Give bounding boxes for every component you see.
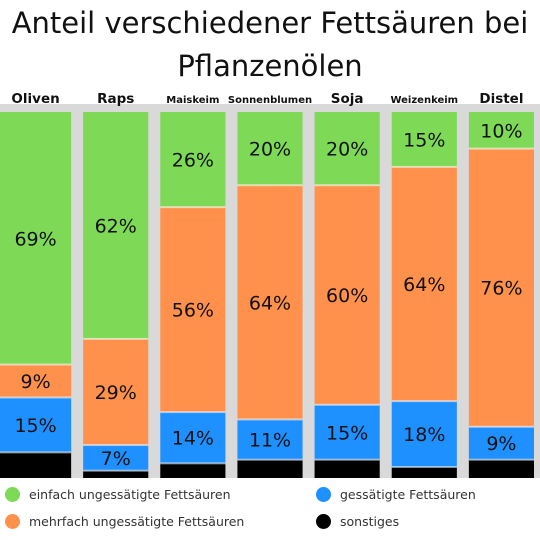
bar-segment: [237, 459, 303, 478]
data-label: 15%: [403, 129, 445, 151]
bar-segment: [0, 397, 72, 453]
segment-divider: [83, 444, 149, 447]
bar-segment: [237, 185, 303, 420]
legend-item: mehrfach ungessätigte Fettsäuren: [5, 514, 244, 529]
segment-divider: [391, 466, 457, 469]
bar-segment: [83, 445, 149, 471]
segment-divider: [237, 418, 303, 421]
legend-swatch: [5, 487, 20, 502]
data-label: 76%: [480, 278, 522, 300]
data-label: 11%: [249, 430, 291, 452]
segment-divider: [83, 469, 149, 472]
data-label: 64%: [249, 292, 291, 314]
legend-label: sonstiges: [340, 514, 400, 529]
segment-divider: [0, 451, 72, 454]
data-label: 60%: [326, 285, 368, 307]
bar-segment: [468, 112, 534, 149]
segment-divider: [0, 396, 72, 399]
bar-segment: [160, 463, 226, 478]
data-label: 20%: [249, 139, 291, 161]
bar-segment: [391, 401, 457, 468]
bar-segment: [314, 185, 380, 405]
legend-label: gessätigte Fettsäuren: [340, 487, 476, 502]
data-label: 14%: [172, 428, 214, 450]
bar-segment: [0, 452, 72, 478]
category-label: Distel: [479, 91, 523, 107]
bar-segment: [314, 112, 380, 186]
bar-segment: [0, 112, 72, 365]
segment-divider: [314, 403, 380, 406]
segment-divider: [468, 425, 534, 428]
chart-title: Anteil verschiedener Fettsäuren bei Pfla…: [11, 6, 529, 83]
segment-divider: [468, 458, 534, 461]
segment-divider: [160, 206, 226, 209]
bar-segment: [391, 166, 457, 402]
legend-item: einfach ungessätigte Fettsäuren: [5, 487, 231, 502]
data-label: 9%: [486, 433, 516, 455]
legend-label: mehrfach ungessätigte Fettsäuren: [29, 514, 245, 529]
segment-divider: [83, 337, 149, 340]
data-label: 20%: [326, 139, 368, 161]
bar-segment: [391, 112, 457, 167]
segment-divider: [391, 165, 457, 168]
bar-segment: [468, 148, 534, 427]
segment-divider: [314, 184, 380, 187]
legend-swatch: [316, 514, 331, 529]
segment-divider: [160, 462, 226, 465]
legend-item: sonstiges: [316, 514, 399, 529]
bar-segment: [0, 364, 72, 398]
data-label: 10%: [480, 120, 522, 142]
bar-segment: [83, 112, 149, 339]
data-label: 15%: [326, 422, 368, 444]
category-label: Sonnenblumen: [228, 95, 312, 106]
category-label: Oliven: [11, 91, 59, 107]
legend-item: gessätigte Fettsäuren: [316, 487, 476, 502]
legend-swatch: [5, 514, 20, 529]
bar-segment: [160, 112, 226, 208]
data-label: 29%: [95, 382, 137, 404]
bar-segment: [468, 459, 534, 478]
segment-divider: [160, 411, 226, 414]
bar-segment: [160, 412, 226, 464]
category-label: Maiskeim: [166, 95, 219, 106]
bar-segment: [237, 112, 303, 186]
category-label: Soja: [331, 91, 364, 107]
category-label: Weizenkeim: [390, 95, 458, 106]
bar-segment: [391, 467, 457, 478]
bar-segment: [468, 426, 534, 460]
legend-swatch: [316, 487, 331, 502]
bar-segment: [160, 207, 226, 413]
segment-divider: [237, 458, 303, 461]
data-label: 64%: [403, 274, 445, 296]
bar-segment: [314, 404, 380, 460]
bar-segment: [83, 470, 149, 478]
data-label: 26%: [172, 150, 214, 172]
segment-divider: [391, 400, 457, 403]
segment-divider: [314, 458, 380, 461]
category-label: Raps: [97, 91, 134, 107]
bar-segment: [237, 419, 303, 460]
segment-divider: [0, 363, 72, 366]
legend-label: einfach ungessätigte Fettsäuren: [29, 487, 231, 502]
data-label: 56%: [172, 300, 214, 322]
data-label: 18%: [403, 424, 445, 446]
bar-segment: [314, 459, 380, 478]
data-label: 62%: [95, 215, 137, 237]
data-label: 15%: [14, 415, 56, 437]
bar-segment: [83, 338, 149, 446]
segment-divider: [468, 147, 534, 150]
data-label: 7%: [101, 448, 131, 470]
data-label: 9%: [20, 371, 50, 393]
data-label: 69%: [14, 228, 56, 250]
segment-divider: [237, 184, 303, 187]
